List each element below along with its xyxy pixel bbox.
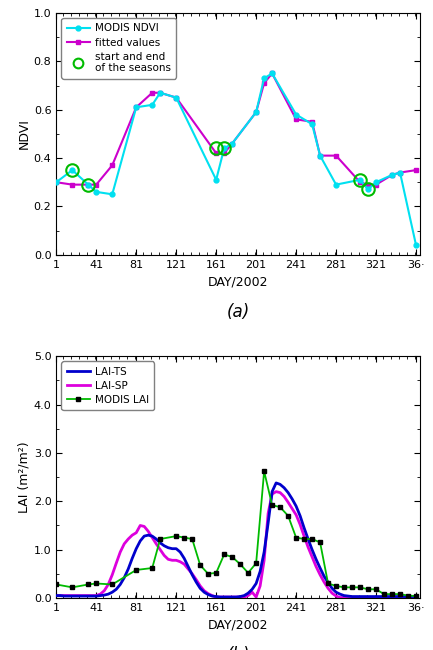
X-axis label: DAY/2002: DAY/2002 <box>208 618 268 631</box>
Legend: MODIS NDVI, fitted values, start and end
of the seasons: MODIS NDVI, fitted values, start and end… <box>61 18 176 79</box>
Y-axis label: LAI (m²/m²): LAI (m²/m²) <box>18 441 31 513</box>
X-axis label: DAY/2002: DAY/2002 <box>208 275 268 288</box>
Text: (b): (b) <box>226 646 250 650</box>
Text: (a): (a) <box>226 303 250 321</box>
Legend: LAI-TS, LAI-SP, MODIS LAI: LAI-TS, LAI-SP, MODIS LAI <box>61 361 154 410</box>
Y-axis label: NDVI: NDVI <box>18 118 31 150</box>
